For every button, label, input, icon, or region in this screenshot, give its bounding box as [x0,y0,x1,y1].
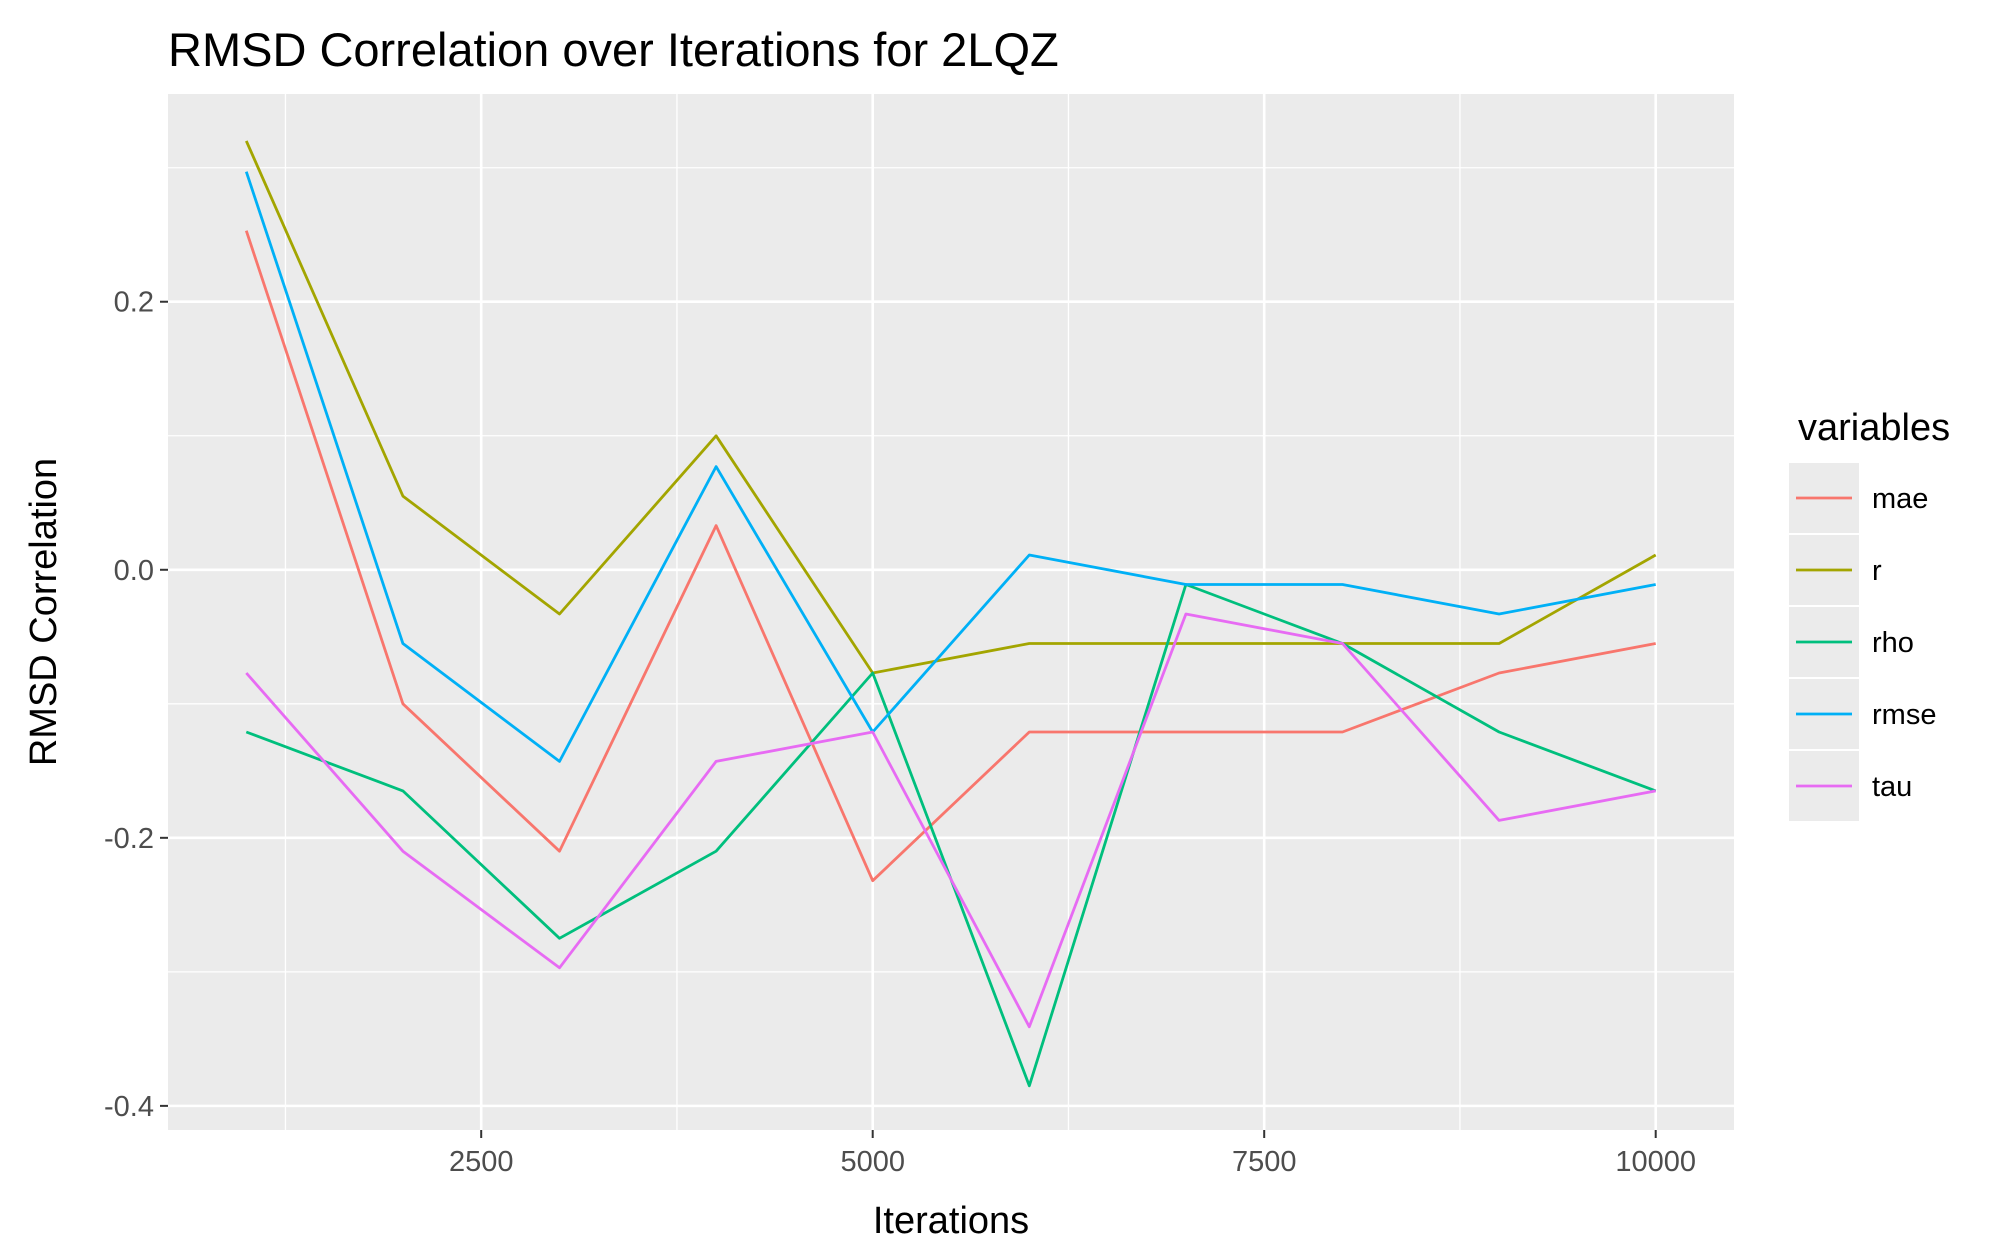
legend-label-mae: mae [1872,483,1928,515]
legend-label-rho: rho [1872,627,1914,659]
y-axis-title: RMSD Correlation [23,458,65,766]
y-tick-label: 0.0 [114,555,154,587]
x-axis: 2500 5000 7500 10000 [449,1130,1696,1178]
x-tick-label: 5000 [840,1146,905,1178]
legend-title: variables [1798,407,1950,449]
series-line-rmse [244,171,1656,763]
y-tick-label: -0.2 [104,823,154,855]
legend-item-tau: tau [1787,749,1912,823]
y-tick-label: -0.4 [104,1091,154,1123]
legend: variables mae r rho rmse tau [1787,407,1950,823]
y-tick-label: 0.2 [114,287,154,319]
minor-gridlines [168,94,1734,1130]
chart-title: RMSD Correlation over Iterations for 2LQ… [168,23,1059,76]
legend-item-r: r [1787,533,1882,607]
x-tick-label: 10000 [1615,1146,1696,1178]
series-line-r [245,140,1657,675]
major-gridlines [168,94,1734,1130]
legend-item-rho: rho [1787,605,1914,679]
series-line-tau [245,612,1656,1029]
x-tick-label: 2500 [449,1146,514,1178]
series-lines [244,140,1657,1088]
x-axis-title: Iterations [873,1200,1029,1242]
legend-item-rmse: rmse [1787,677,1936,751]
series-line-mae [244,230,1656,883]
legend-label-tau: tau [1872,771,1912,803]
x-tick-label: 7500 [1232,1146,1297,1178]
legend-item-mae: mae [1787,461,1928,535]
legend-label-r: r [1872,555,1882,587]
legend-label-rmse: rmse [1872,699,1936,731]
plot-panel [168,94,1734,1130]
y-axis: -0.4 -0.2 0.0 0.2 [104,287,168,1123]
